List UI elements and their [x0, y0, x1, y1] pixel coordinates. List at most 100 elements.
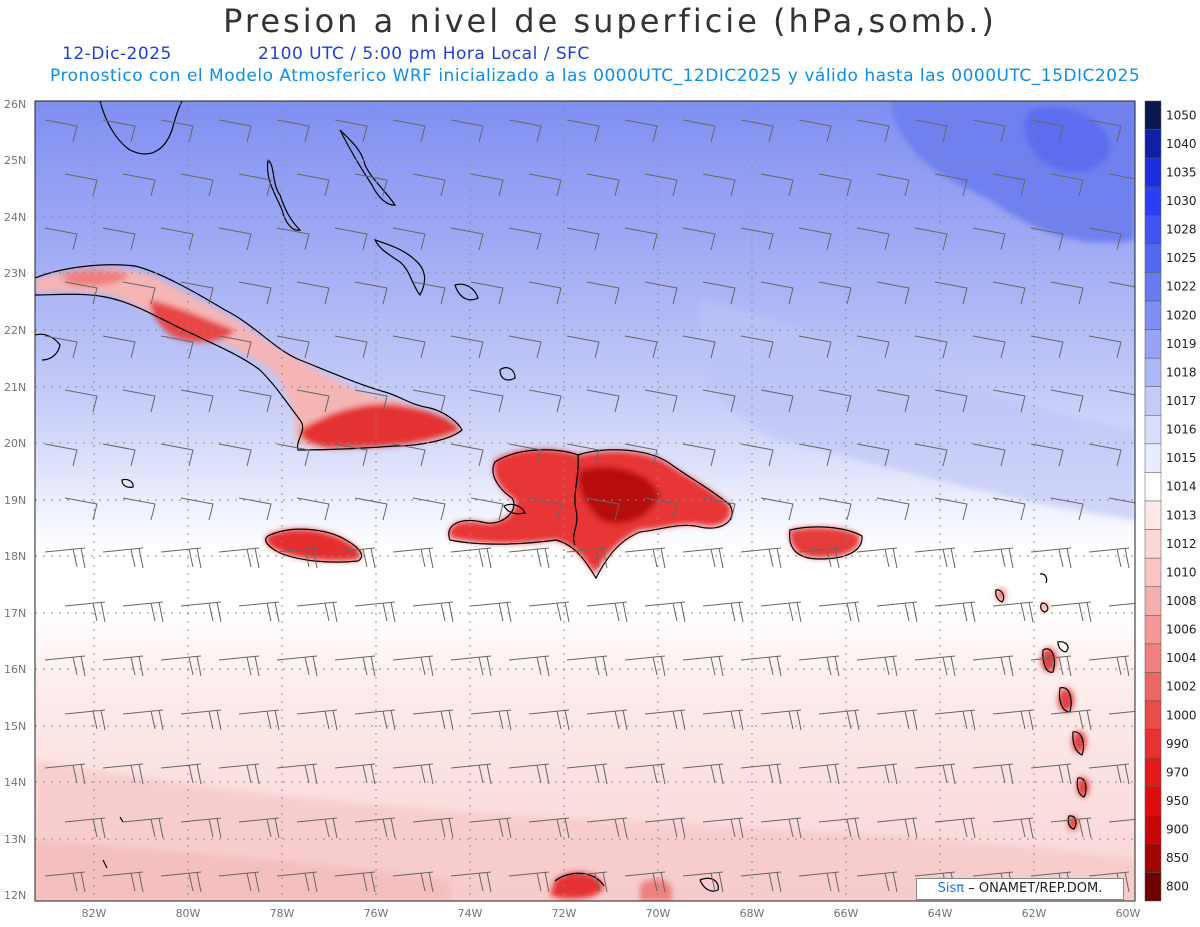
- wind-barb: [624, 871, 666, 893]
- wind-barb: [528, 817, 570, 839]
- wind-barb: [470, 281, 504, 305]
- wind-barb: [992, 173, 1026, 197]
- wind-barb: [972, 119, 1006, 143]
- wind-barb: [566, 871, 608, 893]
- wind-barb: [392, 871, 434, 893]
- colorbar-swatch: [1144, 729, 1162, 759]
- lon-tick: 78W: [270, 907, 295, 920]
- wind-barb: [702, 497, 736, 521]
- wind-barb: [334, 443, 368, 467]
- colorbar-label: 1006: [1166, 623, 1197, 637]
- wind-barb: [760, 173, 794, 197]
- wind-barb: [296, 817, 338, 839]
- wind-barb: [644, 497, 678, 521]
- wind-barb: [818, 281, 852, 305]
- wind-barb: [1050, 389, 1084, 413]
- wind-barb: [1088, 547, 1130, 569]
- wind-barb: [160, 227, 194, 251]
- wind-barb: [508, 443, 542, 467]
- wind-barb: [818, 817, 860, 839]
- wind-barb: [798, 655, 840, 677]
- lat-tick: 24N: [4, 211, 26, 224]
- wind-barb: [818, 601, 860, 623]
- wind-barb: [798, 227, 832, 251]
- colorbar-label: 1002: [1166, 680, 1197, 694]
- wind-barb: [1088, 655, 1130, 677]
- wind-barb: [992, 709, 1034, 731]
- wind-barb: [218, 227, 252, 251]
- lon-tick: 74W: [458, 907, 483, 920]
- wind-barb: [702, 709, 744, 731]
- colorbar-label: 1017: [1166, 394, 1197, 408]
- wind-barb: [102, 871, 144, 893]
- wind-barb: [1050, 173, 1084, 197]
- sispi-logo: Sisπ: [937, 881, 965, 896]
- colorbar-label: 1022: [1166, 280, 1197, 294]
- wind-barb: [972, 763, 1014, 785]
- wind-barb: [818, 173, 852, 197]
- lat-tick: 13N: [4, 833, 26, 846]
- colorbar-label: 900: [1166, 823, 1189, 837]
- wind-barb: [276, 655, 318, 677]
- colorbar-label: 950: [1166, 794, 1189, 808]
- lat-tick: 16N: [4, 663, 26, 676]
- wind-barb: [644, 281, 678, 305]
- wind-barb: [934, 497, 968, 521]
- wind-barb: [1050, 497, 1084, 521]
- lat-tick: 23N: [4, 267, 26, 280]
- colorbar-label: 1025: [1166, 251, 1197, 265]
- wind-barb: [160, 335, 194, 359]
- wind-barb: [972, 443, 1006, 467]
- colorbar-label: 1040: [1166, 137, 1197, 151]
- wind-barb: [760, 281, 794, 305]
- lon-tick: 64W: [928, 907, 953, 920]
- wind-barb: [450, 227, 484, 251]
- wind-barb: [798, 763, 840, 785]
- wind-barb: [586, 389, 620, 413]
- wind-barb: [934, 817, 976, 839]
- wind-barb: [528, 389, 562, 413]
- wind-barb: [876, 709, 918, 731]
- wind-barb: [122, 601, 164, 623]
- wind-barb: [296, 497, 330, 521]
- wind-barb: [586, 173, 620, 197]
- colorbar-swatch: [1144, 672, 1162, 702]
- colorbar-label: 1008: [1166, 594, 1197, 608]
- wind-barb: [1108, 389, 1135, 396]
- wind-barb: [180, 173, 214, 197]
- wind-barb: [856, 547, 898, 569]
- colorbar-label: 1014: [1166, 480, 1197, 494]
- wind-barb: [798, 547, 840, 569]
- wind-barb: [682, 443, 716, 467]
- wind-barb: [566, 119, 600, 143]
- colorbar-label: 1020: [1166, 308, 1197, 322]
- wind-barb: [450, 119, 484, 143]
- wind-barb: [218, 871, 260, 893]
- wind-barb: [412, 389, 446, 413]
- wind-barb: [122, 173, 156, 197]
- wind-barb: [798, 119, 832, 143]
- wind-barb: [856, 443, 890, 467]
- wind-barb: [238, 601, 280, 623]
- wind-barb: [566, 763, 608, 785]
- longitude-axis: 82W 80W 78W 76W 74W 72W 70W 68W 66W 64W …: [82, 907, 1141, 920]
- wind-barb: [102, 763, 144, 785]
- wind-barb: [392, 227, 426, 251]
- wind-barb: [334, 227, 368, 251]
- lon-tick: 80W: [176, 907, 201, 920]
- wind-barb: [44, 335, 78, 359]
- wind-barb: [1108, 602, 1135, 607]
- wind-barb: [624, 443, 658, 467]
- colorbar-label: 1010: [1166, 565, 1197, 579]
- wind-barb: [644, 709, 686, 731]
- wind-barb: [740, 763, 782, 785]
- wind-barb: [644, 817, 686, 839]
- latitude-axis: 26N 25N 24N 23N 22N 21N 20N 19N 18N 17N …: [4, 98, 26, 902]
- wind-barb: [470, 709, 512, 731]
- wind-barb: [354, 601, 396, 623]
- wind-barb: [1030, 655, 1072, 677]
- wind-barb: [238, 817, 280, 839]
- wind-barb: [1050, 709, 1092, 731]
- wind-barb: [972, 547, 1014, 569]
- colorbar-swatch: [1144, 329, 1162, 359]
